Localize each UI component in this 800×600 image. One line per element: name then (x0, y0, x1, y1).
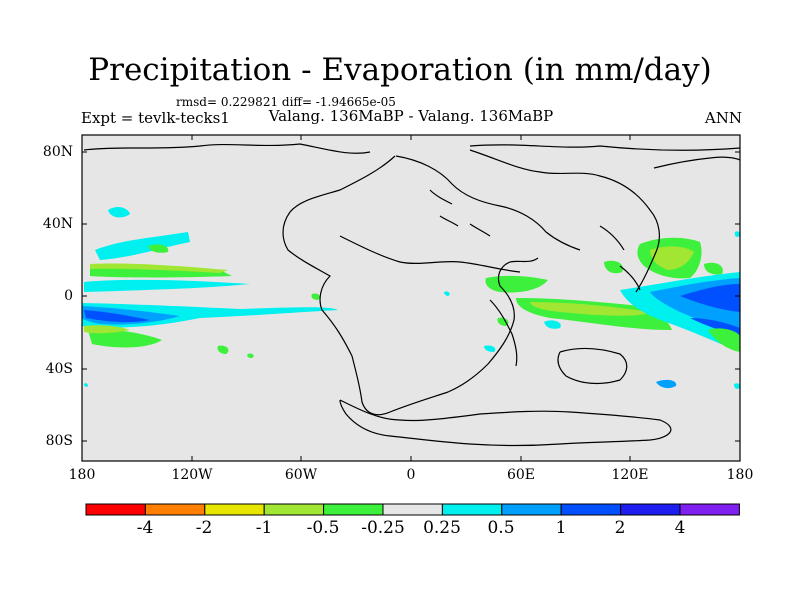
y-tick-label: 80S (45, 433, 73, 449)
patch-lightblue-south-e (656, 379, 677, 389)
colorbar (85, 503, 740, 516)
patch-green-south-small2 (247, 353, 254, 358)
patch-cyan-mid (444, 291, 450, 296)
x-tick-label: 0 (406, 467, 416, 483)
y-tick-label: 0 (64, 288, 73, 304)
colorbar-swatch (441, 503, 503, 516)
patch-cyan-west-edge (84, 383, 88, 387)
patch-lightgreen-ne (650, 246, 694, 270)
band-cyan-north-west (84, 279, 250, 292)
colorbar-swatch (620, 503, 681, 516)
colorbar-swatch (85, 503, 146, 516)
colorbar-label: 4 (674, 518, 686, 538)
band-lightgreen-north-west (90, 263, 228, 273)
band-green-south-west (88, 329, 162, 348)
colorbar-label: 0.25 (423, 518, 461, 538)
axis-ticks (81, 135, 741, 461)
tethys-north-coast (395, 155, 581, 251)
band-blue-south-west (84, 310, 150, 323)
colorbar-swatch (204, 503, 265, 516)
arctic-coast-east (469, 144, 740, 151)
x-tick-label: 180 (726, 467, 754, 483)
x-tick-label: 120W (171, 467, 213, 483)
patch-cyan-east (544, 320, 561, 329)
x-tick-label: 180 (68, 467, 96, 483)
patch-green-east-d (604, 260, 623, 274)
y-tick-label: 80N (42, 144, 73, 160)
x-tick-label: 60W (284, 467, 318, 483)
patch-lightgreen-east-b (530, 302, 650, 316)
colorbar-label: -0.25 (361, 518, 405, 538)
colorbar-swatch (560, 503, 622, 516)
x-tick-label: 120E (611, 467, 649, 483)
europe-islands (429, 189, 491, 237)
y-tick-label: 40N (42, 216, 73, 232)
colorbar-swatch (382, 503, 443, 516)
patch-cyan-nw (108, 207, 130, 218)
colorbar-label: 1 (555, 518, 567, 538)
india-coast (489, 299, 518, 367)
colorbar-swatch (144, 503, 206, 516)
north-africa-coast (339, 235, 521, 273)
alaska-coast (653, 156, 740, 169)
band-cyan-midwest (95, 232, 190, 260)
colorbar-swatch (263, 503, 325, 516)
colorbar-swatch (679, 503, 740, 516)
australia-coast (557, 347, 628, 385)
patch-cyan-south-e (734, 383, 740, 389)
colorbar-swatch (501, 503, 562, 516)
coastlines (83, 143, 740, 447)
patch-green-nw (148, 244, 169, 253)
arctic-coast-west (83, 143, 371, 154)
colorbar-label: 0.5 (487, 518, 515, 538)
patch-green-ne2 (704, 262, 723, 275)
patch-green-east-a (485, 275, 548, 293)
stats-line: rmsd= 0.229821 diff= -1.94665e-05 (176, 95, 396, 109)
experiment-label: Expt = tevlk-tecks1 (81, 109, 230, 127)
colorbar-label: -4 (136, 518, 154, 538)
north-america-gondwana-coast (282, 155, 539, 416)
x-tick-label: 60E (506, 467, 536, 483)
season-label: ANN (704, 109, 742, 127)
colorbar-label: -0.5 (306, 518, 340, 538)
colorbar-label: 2 (614, 518, 626, 538)
colorbar-label: -2 (195, 518, 213, 538)
band-lightgreen-south-west (84, 325, 130, 334)
y-tick-label: 40S (45, 361, 73, 377)
patch-cyan-ne (734, 231, 740, 237)
antarctic-coast (339, 399, 672, 447)
patch-green-mid (311, 293, 320, 300)
map-plot-area (82, 135, 740, 461)
plot-title: Precipitation - Evaporation (in mm/day) (88, 52, 712, 88)
asia-coast (469, 149, 660, 293)
patch-green-se (708, 328, 740, 352)
band-blue-east (680, 284, 740, 312)
colorbar-label: -1 (255, 518, 273, 538)
subtitle: Valang. 136MaBP - Valang. 136MaBP (268, 107, 554, 125)
patch-cyan-east2 (484, 345, 496, 352)
field-contours (82, 207, 740, 389)
patch-green-south-small (217, 345, 229, 354)
patch-green-east-c (497, 317, 509, 326)
east-asia-islands (599, 225, 641, 291)
colorbar-swatch (323, 503, 384, 516)
